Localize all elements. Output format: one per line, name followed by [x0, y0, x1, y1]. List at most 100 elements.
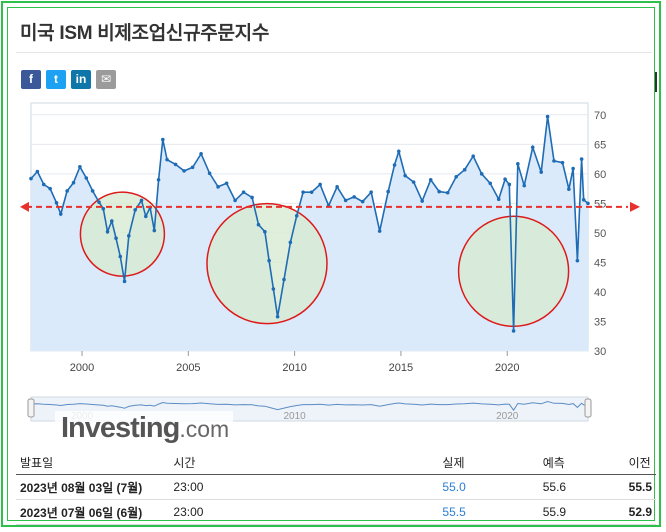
x-tick-label: 2000	[70, 362, 94, 374]
row-forecast: 55.6	[538, 474, 625, 500]
data-point	[90, 189, 95, 193]
row-previous: 52.9	[624, 499, 656, 525]
row-time: 23:00	[169, 499, 439, 525]
data-point	[309, 190, 314, 194]
data-point	[233, 198, 237, 203]
data-point	[173, 162, 178, 167]
data-point	[35, 169, 40, 174]
data-point	[294, 213, 299, 218]
data-point	[133, 208, 137, 212]
data-point	[437, 189, 441, 194]
data-point	[216, 185, 220, 189]
col-date-header: 발표일	[16, 450, 170, 475]
linkedin-icon: in	[75, 72, 87, 86]
data-point	[411, 180, 416, 184]
data-point	[552, 159, 556, 163]
data-point	[575, 258, 580, 263]
linkedin-share-button[interactable]: in	[71, 70, 91, 89]
row-previous: 55.5	[624, 474, 656, 500]
navigator-handle-left[interactable]	[27, 398, 35, 418]
email-share-button[interactable]: ✉	[96, 70, 116, 89]
chart-container: 30 35 40 45 50 55 60 65 70 2000 2005 2010 2015 2020 20…	[20, 100, 652, 447]
email-icon: ✉	[100, 72, 112, 86]
data-point	[301, 190, 305, 194]
page-title: 미국 ISM 비제조업신규주문지수	[20, 23, 269, 44]
x-tick-label: 2020	[495, 362, 519, 374]
data-point	[462, 167, 467, 172]
brand-name: Investing	[61, 412, 180, 444]
data-point	[224, 181, 229, 186]
data-point	[199, 151, 203, 156]
data-point	[539, 170, 544, 174]
x-tick-label: 2010	[282, 362, 306, 374]
data-point	[78, 164, 82, 169]
data-point	[581, 198, 586, 202]
y-tick-label: 60	[594, 169, 606, 181]
twitter-share-button[interactable]: t	[46, 70, 66, 89]
y-tick-label: 45	[594, 257, 606, 269]
data-point	[65, 189, 69, 193]
release-table: 발표일 시간 실제 예측 이전 2023년 08월 03일 (7월) 23:00…	[16, 450, 656, 525]
data-point	[471, 154, 475, 158]
line-chart: 30 35 40 45 50 55 60 65 70 2000 2005 2010 2015 2020 20…	[20, 102, 640, 422]
data-point	[420, 199, 424, 203]
row-time: 23:00	[169, 474, 439, 500]
data-point	[139, 198, 144, 203]
x-tick-label: 2015	[389, 362, 413, 374]
data-point	[71, 180, 76, 185]
data-point	[54, 200, 59, 205]
highlight-circle	[79, 191, 166, 277]
data-point	[118, 254, 123, 259]
title-divider	[16, 52, 652, 53]
brand-tld: .com	[179, 416, 230, 442]
row-forecast: 55.9	[538, 499, 625, 525]
data-point	[343, 198, 348, 203]
row-date: 2023년 07월 06일 (6월)	[16, 499, 170, 525]
data-point	[207, 171, 212, 176]
navigator-line	[30, 400, 589, 412]
data-point	[428, 177, 433, 182]
row-actual: 55.5	[438, 499, 539, 525]
col-previous-header: 이전	[624, 450, 656, 475]
navigator-tick-label: 2020	[496, 411, 519, 422]
data-point	[126, 234, 131, 238]
data-point	[275, 314, 280, 319]
data-point	[571, 166, 575, 171]
y-tick-label: 30	[594, 346, 606, 358]
data-point	[352, 195, 356, 199]
data-point	[250, 195, 254, 200]
row-date: 2023년 08월 03일 (7월)	[16, 474, 170, 500]
navigator-tick-label: 2010	[283, 411, 306, 422]
data-point	[503, 177, 507, 181]
data-point	[152, 228, 157, 233]
data-point	[122, 279, 127, 284]
data-point	[516, 162, 520, 166]
data-point	[369, 190, 373, 194]
data-point	[182, 169, 186, 173]
reference-arrow-left	[20, 201, 29, 212]
data-point	[97, 200, 101, 204]
table-header-row: 발표일 시간 실제 예측 이전	[16, 450, 656, 475]
investing-logo: Investing.com	[55, 411, 233, 447]
data-point	[360, 199, 365, 204]
facebook-icon: f	[29, 72, 33, 86]
data-point	[522, 183, 527, 188]
navigator-handle-right[interactable]	[584, 398, 592, 418]
data-point	[263, 229, 267, 234]
data-point	[114, 236, 118, 241]
data-point	[396, 149, 401, 154]
facebook-share-button[interactable]: f	[21, 70, 41, 89]
table-row: 2023년 07월 06일 (6월) 23:00 55.5 55.9 52.9	[16, 499, 656, 525]
data-point	[161, 137, 165, 142]
data-point	[445, 190, 450, 195]
x-tick-label: 2005	[176, 362, 200, 374]
data-point	[403, 173, 407, 178]
reference-arrow-right	[630, 201, 640, 212]
data-point	[101, 206, 106, 211]
data-point	[156, 177, 161, 182]
data-point	[386, 189, 390, 194]
y-tick-label: 50	[594, 228, 606, 240]
data-point	[579, 157, 584, 161]
data-point	[271, 287, 276, 291]
data-point	[377, 229, 382, 233]
